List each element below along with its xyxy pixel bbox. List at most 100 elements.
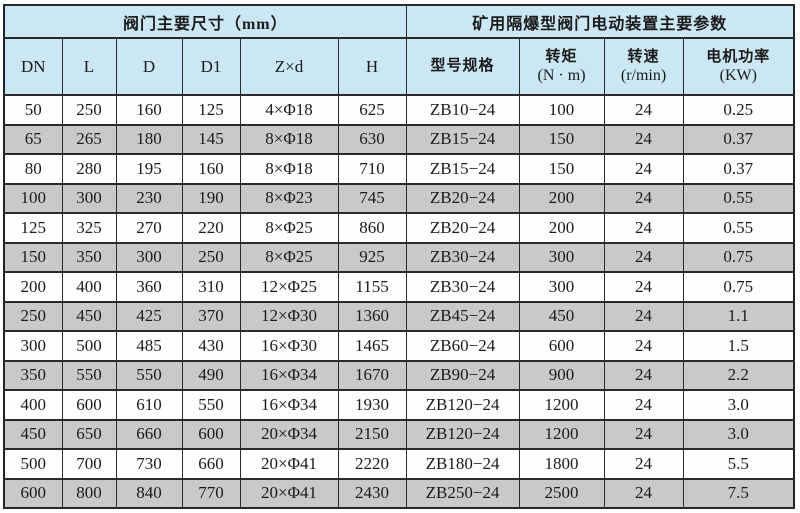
column-header-zxd: Z×d bbox=[239, 37, 339, 96]
table-cell: 550 bbox=[181, 389, 241, 421]
table-cell: ZB20−24 bbox=[405, 182, 520, 214]
table-cell: 500 bbox=[3, 448, 63, 480]
table-cell: 150 bbox=[518, 123, 605, 155]
table-cell: 0.55 bbox=[682, 182, 795, 214]
table-cell: 160 bbox=[181, 153, 241, 185]
table-cell: 8×Φ18 bbox=[239, 123, 339, 155]
column-header-dn: DN bbox=[3, 37, 63, 96]
table-cell: 0.75 bbox=[682, 241, 795, 273]
column-header-label: D1 bbox=[200, 56, 222, 76]
table-row: 250 450 425 370 12×Φ30 1360 ZB45−24 450 24 1.1 bbox=[3, 300, 795, 332]
column-header-label: Z×d bbox=[274, 56, 304, 76]
table-body: 50 250 160 125 4×Φ18 625 ZB10−24 100 24 0.25 65 265… bbox=[3, 94, 795, 509]
table-cell: 2220 bbox=[337, 448, 407, 480]
table-cell: 840 bbox=[115, 477, 183, 509]
table-cell: 24 bbox=[603, 212, 684, 244]
column-header-label: 型号规格 bbox=[430, 58, 495, 75]
table-cell: 24 bbox=[603, 300, 684, 332]
table-row: 50 250 160 125 4×Φ18 625 ZB10−24 100 24 0.25 bbox=[3, 94, 795, 126]
table-cell: 350 bbox=[61, 241, 117, 273]
table-cell: 660 bbox=[181, 448, 241, 480]
table-cell: 180 bbox=[115, 123, 183, 155]
table-cell: 24 bbox=[603, 153, 684, 185]
table-cell: ZB20−24 bbox=[405, 212, 520, 244]
column-header-label: H bbox=[365, 56, 379, 76]
table-cell: 600 bbox=[181, 418, 241, 450]
table-cell: 1800 bbox=[518, 448, 605, 480]
table-cell: 600 bbox=[61, 389, 117, 421]
table-cell: ZB30−24 bbox=[405, 241, 520, 273]
table-cell: 1.5 bbox=[682, 330, 795, 362]
table-cell: 8×Φ23 bbox=[239, 182, 339, 214]
table-cell: 3.0 bbox=[682, 389, 795, 421]
table-cell: 400 bbox=[61, 271, 117, 303]
table-row: 80 280 195 160 8×Φ18 710 ZB15−24 150 24 0.37 bbox=[3, 153, 795, 185]
table-cell: ZB10−24 bbox=[405, 94, 520, 126]
column-header-unit: (N · m) bbox=[537, 66, 586, 84]
table-cell: 430 bbox=[181, 330, 241, 362]
table-cell: ZB180−24 bbox=[405, 448, 520, 480]
column-header-label: DN bbox=[20, 56, 46, 76]
table-cell: 490 bbox=[181, 359, 241, 391]
column-header-label: D bbox=[142, 56, 156, 76]
table-cell: 8×Φ25 bbox=[239, 241, 339, 273]
table-cell: 500 bbox=[61, 330, 117, 362]
column-header-l: L bbox=[61, 37, 117, 96]
table-cell: 190 bbox=[181, 182, 241, 214]
column-header-model-spec: 型号规格 bbox=[405, 37, 520, 96]
table-cell: 8×Φ18 bbox=[239, 153, 339, 185]
table-cell: 24 bbox=[603, 477, 684, 509]
table-cell: 360 bbox=[115, 271, 183, 303]
table-cell: 0.37 bbox=[682, 123, 795, 155]
table-cell: ZB120−24 bbox=[405, 418, 520, 450]
table-cell: 770 bbox=[181, 477, 241, 509]
table-cell: 195 bbox=[115, 153, 183, 185]
table-cell: 300 bbox=[61, 182, 117, 214]
table-cell: 300 bbox=[518, 241, 605, 273]
table-cell: 220 bbox=[181, 212, 241, 244]
table-cell: 1465 bbox=[337, 330, 407, 362]
table-row: 200 400 360 310 12×Φ25 1155 ZB30−24 300 24 0.75 bbox=[3, 271, 795, 303]
column-header-motor-power: 电机功率 (KW) bbox=[682, 37, 795, 96]
table-cell: 160 bbox=[115, 94, 183, 126]
column-header-label: L bbox=[83, 56, 95, 76]
table-row: 65 265 180 145 8×Φ18 630 ZB15−24 150 24 0.37 bbox=[3, 123, 795, 155]
column-header-label: 电机功率 bbox=[706, 48, 771, 65]
table-cell: 0.37 bbox=[682, 153, 795, 185]
table-row: 300 500 485 430 16×Φ30 1465 ZB60−24 600 24 1.5 bbox=[3, 330, 795, 362]
group-header-valve-dimensions: 阀门主要尺寸（mm） bbox=[3, 4, 407, 39]
table-cell: 250 bbox=[181, 241, 241, 273]
column-header-unit: (r/min) bbox=[620, 66, 667, 84]
table-cell: 4×Φ18 bbox=[239, 94, 339, 126]
table-cell: 125 bbox=[3, 212, 63, 244]
table-cell: 24 bbox=[603, 448, 684, 480]
table-cell: 900 bbox=[518, 359, 605, 391]
table-cell: 0.75 bbox=[682, 271, 795, 303]
column-header-unit: (KW) bbox=[719, 66, 757, 84]
table-cell: 12×Φ30 bbox=[239, 300, 339, 332]
table-cell: 200 bbox=[518, 212, 605, 244]
table-cell: 24 bbox=[603, 182, 684, 214]
table-cell: 485 bbox=[115, 330, 183, 362]
column-header-h: H bbox=[337, 37, 407, 96]
table-cell: 2430 bbox=[337, 477, 407, 509]
table-row: 600 800 840 770 20×Φ41 2430 ZB250−24 2500 24 7.5 bbox=[3, 477, 795, 509]
table-cell: 16×Φ34 bbox=[239, 359, 339, 391]
table-cell: 400 bbox=[3, 389, 63, 421]
column-header-label: 转速 bbox=[627, 48, 660, 65]
table-cell: 80 bbox=[3, 153, 63, 185]
table-cell: 24 bbox=[603, 241, 684, 273]
table-cell: 660 bbox=[115, 418, 183, 450]
table-cell: 1200 bbox=[518, 389, 605, 421]
table-cell: 150 bbox=[518, 153, 605, 185]
table-cell: 24 bbox=[603, 330, 684, 362]
table-cell: 16×Φ30 bbox=[239, 330, 339, 362]
table-cell: 650 bbox=[61, 418, 117, 450]
table-cell: 730 bbox=[115, 448, 183, 480]
table-cell: 24 bbox=[603, 271, 684, 303]
table-row: 400 600 610 550 16×Φ34 1930 ZB120−24 1200 24 3.0 bbox=[3, 389, 795, 421]
column-header-label: 转矩 bbox=[545, 48, 578, 65]
table-cell: ZB15−24 bbox=[405, 153, 520, 185]
table-cell: 600 bbox=[3, 477, 63, 509]
table-cell: 265 bbox=[61, 123, 117, 155]
